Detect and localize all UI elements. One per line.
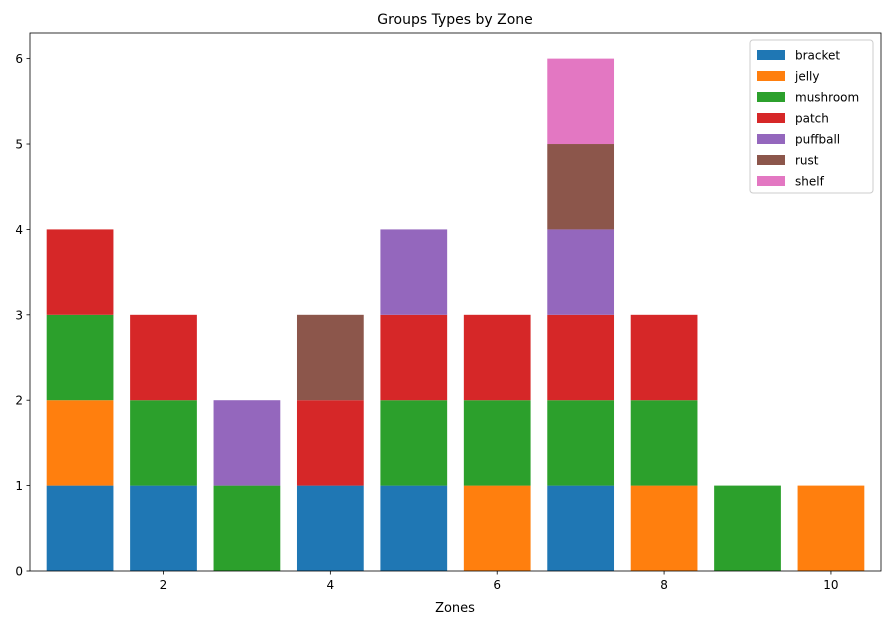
bar-rust-zone-4 (296, 314, 364, 401)
bar-bracket-zone-1 (46, 485, 114, 571)
bar-mushroom-zone-5 (380, 400, 448, 486)
x-tick-label-10: 10 (823, 578, 838, 592)
legend-label-mushroom: mushroom (795, 91, 859, 105)
y-tick-label-3: 3 (15, 308, 23, 322)
bar-patch-zone-6 (463, 314, 531, 401)
bar-bracket-zone-4 (296, 485, 364, 571)
legend-swatch-rust (757, 155, 785, 165)
bar-mushroom-zone-3 (213, 485, 281, 571)
legend: bracket jelly mushroom patch puffball rust she… (749, 39, 874, 194)
bar-bracket-zone-2 (130, 485, 197, 571)
x-axis-label: Zones (435, 601, 475, 616)
y-tick-label-0: 0 (15, 565, 23, 579)
bar-rust-zone-7 (547, 144, 615, 230)
bar-shelf-zone-7 (547, 58, 615, 145)
y-tick-label-4: 4 (15, 223, 23, 237)
x-tick-label-4: 4 (327, 578, 335, 592)
bar-puffball-zone-7 (547, 229, 615, 315)
legend-swatch-puffball (757, 134, 785, 144)
bar-bracket-zone-5 (380, 485, 448, 571)
bar-mushroom-zone-6 (463, 400, 531, 486)
bar-puffball-zone-5 (380, 229, 448, 315)
bar-mushroom-zone-2 (130, 400, 197, 486)
plot-frame (29, 32, 882, 572)
legend-label-shelf: shelf (795, 175, 825, 189)
x-tick-label-2: 2 (160, 578, 168, 592)
bar-jelly-zone-8 (630, 485, 698, 571)
y-tick-label-2: 2 (15, 394, 23, 408)
bar-patch-zone-2 (130, 314, 197, 401)
x-tick-label-6: 6 (493, 578, 501, 592)
bar-jelly-zone-6 (463, 485, 531, 571)
bar-mushroom-zone-1 (46, 314, 114, 401)
legend-label-puffball: puffball (795, 133, 840, 147)
legend-swatch-bracket (757, 50, 785, 60)
bar-patch-zone-4 (296, 400, 364, 486)
bar-patch-zone-5 (380, 314, 448, 401)
chart-title: Groups Types by Zone (377, 12, 533, 28)
legend-label-jelly: jelly (794, 70, 820, 84)
legend-swatch-patch (757, 113, 785, 123)
bar-bracket-zone-7 (547, 485, 615, 571)
legend-label-patch: patch (795, 112, 829, 126)
legend-swatch-shelf (757, 176, 785, 186)
legend-label-rust: rust (795, 154, 819, 168)
legend-swatch-jelly (757, 71, 785, 81)
bars-layer (46, 58, 865, 571)
bar-patch-zone-1 (46, 229, 114, 315)
bar-puffball-zone-3 (213, 400, 281, 486)
x-tick-label-8: 8 (660, 578, 668, 592)
legend-label-bracket: bracket (795, 49, 840, 63)
y-tick-label-6: 6 (15, 52, 23, 66)
y-tick-label-5: 5 (15, 138, 23, 152)
bar-mushroom-zone-8 (630, 400, 698, 486)
bar-jelly-zone-1 (46, 400, 114, 486)
legend-swatch-mushroom (757, 92, 785, 102)
bar-jelly-zone-10 (797, 485, 865, 571)
y-tick-label-1: 1 (15, 479, 23, 493)
bar-patch-zone-7 (547, 314, 615, 401)
axes-layer: 2 4 6 8 10 0 1 2 3 4 5 6 (15, 32, 882, 592)
bar-mushroom-zone-9 (714, 485, 781, 571)
bar-patch-zone-8 (630, 314, 698, 401)
bar-mushroom-zone-7 (547, 400, 615, 486)
